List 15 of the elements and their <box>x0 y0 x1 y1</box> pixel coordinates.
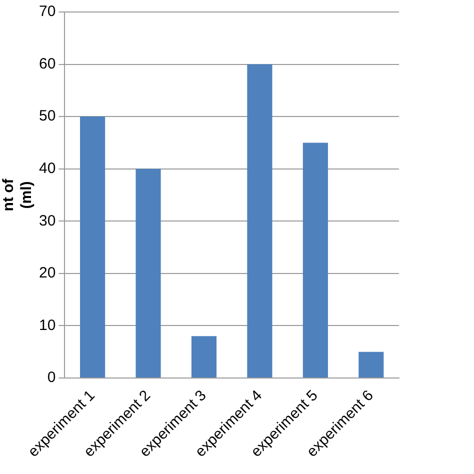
y-tick-label: 0 <box>47 369 56 386</box>
y-tick-label: 40 <box>38 160 56 177</box>
y-axis-title: nt of (ml) <box>0 178 36 212</box>
y-tick-label: 70 <box>38 3 56 20</box>
y-tick-label: 20 <box>38 264 56 282</box>
y-tick-label: 10 <box>38 316 56 334</box>
bar <box>247 64 272 378</box>
y-tick-label: 50 <box>38 108 56 125</box>
bar <box>191 336 217 378</box>
bar <box>358 352 384 378</box>
bar <box>80 116 106 378</box>
y-tick-label: 30 <box>38 212 56 230</box>
bar <box>302 142 328 378</box>
bar <box>136 168 161 378</box>
y-tick-label: 60 <box>38 55 56 72</box>
